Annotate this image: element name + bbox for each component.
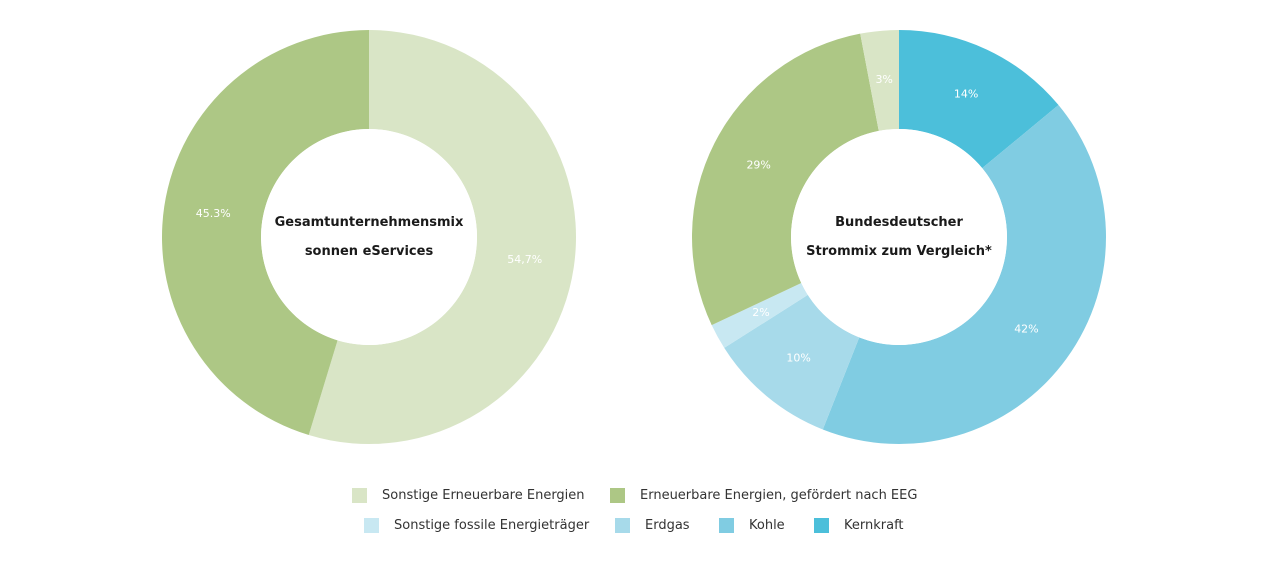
donut-chart-eservices: 54,7% 45.3% Gesamtunternehmensmix sonnen eS… bbox=[162, 30, 576, 444]
legend-swatch bbox=[719, 518, 734, 533]
donut-slice-erneuerbare-energien-gefoerdert-nach-eeg bbox=[162, 30, 369, 436]
legend-swatch bbox=[352, 488, 367, 503]
slice-value-label: 2% bbox=[752, 306, 769, 319]
donut-hole bbox=[791, 129, 1007, 345]
legend-swatch bbox=[814, 518, 829, 533]
legend-row-2: Sonstige fossile Energieträger Erdgas Ko… bbox=[0, 516, 1267, 536]
legend-label: Erneuerbare Energien, gefördert nach EEG bbox=[640, 488, 918, 503]
legend-swatch bbox=[615, 518, 630, 533]
donut-hole bbox=[261, 129, 477, 345]
donut-slice-erneuerbare-energien-gefoerdert-nach-eeg bbox=[692, 33, 879, 326]
slice-value-label: 54,7% bbox=[507, 253, 542, 266]
slice-value-label: 3% bbox=[875, 73, 892, 86]
chart-center-title: Gesamtunternehmensmix bbox=[275, 215, 464, 230]
legend-label: Sonstige fossile Energieträger bbox=[394, 518, 590, 533]
legend-label: Sonstige Erneuerbare Energien bbox=[382, 488, 585, 503]
legend-label: Erdgas bbox=[645, 518, 690, 533]
donut-slice-kohle bbox=[822, 105, 1107, 445]
slice-value-label: 14% bbox=[954, 87, 978, 100]
chart-center-title: Bundesdeutscher bbox=[835, 215, 963, 230]
donut-slice-sonstige-erneuerbare-energien bbox=[860, 30, 899, 131]
legend-label: Kernkraft bbox=[844, 518, 904, 533]
donut-slice-sonstige-erneuerbare-energien bbox=[308, 30, 576, 444]
donut-slice-kernkraft bbox=[899, 30, 1059, 169]
legend-label: Kohle bbox=[749, 518, 785, 533]
legend-row-1: Sonstige Erneuerbare Energien Erneuerbar… bbox=[0, 486, 1267, 506]
donut-chart-bundesdeutsch: 14% 42% 10% 2% 29% 3% Bundesdeutscher Strommix … bbox=[692, 30, 1107, 445]
slice-value-label: 42% bbox=[1014, 323, 1038, 336]
chart-center-title: sonnen eServices bbox=[305, 244, 434, 259]
donut-slice-sonstige-fossile-energietraeger bbox=[711, 282, 808, 348]
legend-swatch bbox=[364, 518, 379, 533]
donut-slice-erdgas bbox=[724, 294, 860, 430]
slice-value-label: 29% bbox=[746, 158, 770, 171]
slice-value-label: 45.3% bbox=[196, 207, 231, 220]
legend-swatch bbox=[610, 488, 625, 503]
chart-center-title: Strommix zum Vergleich* bbox=[806, 244, 992, 259]
slice-value-label: 10% bbox=[786, 351, 810, 364]
